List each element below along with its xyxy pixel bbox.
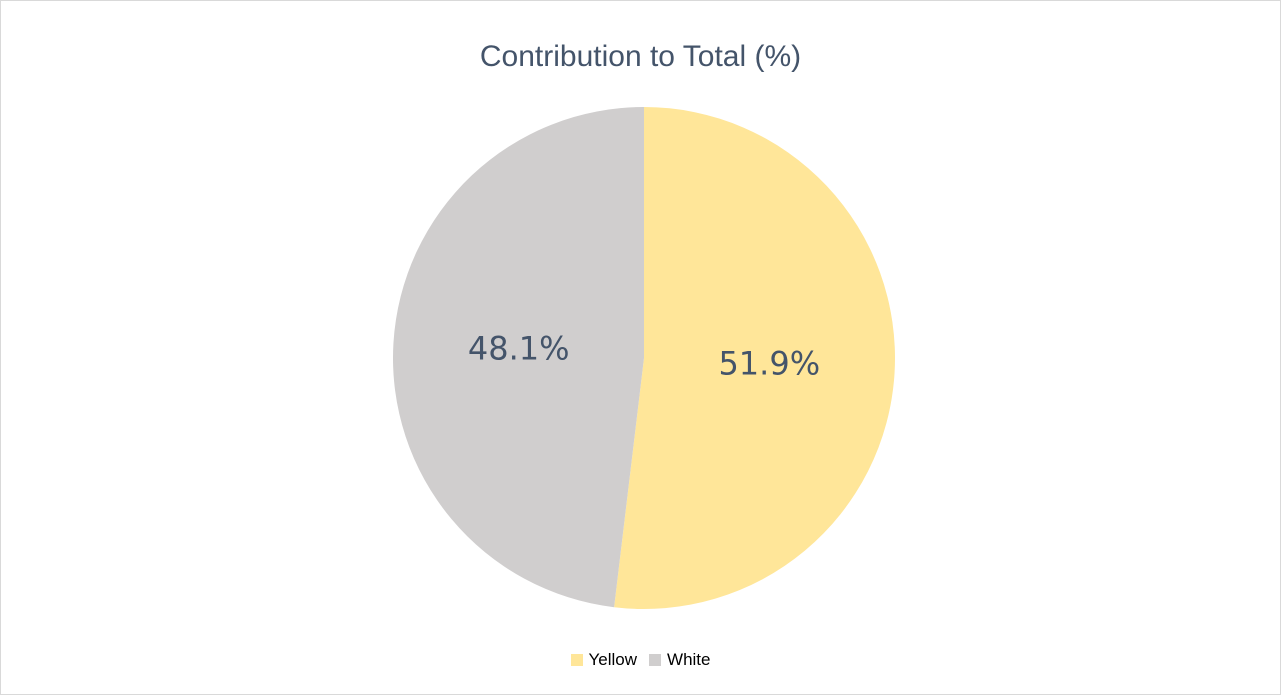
pie-slice-yellow (614, 107, 895, 609)
legend-label-yellow: Yellow (588, 650, 638, 669)
pie-slice-white (392, 107, 644, 608)
legend-swatch-white (649, 654, 662, 666)
legend-label-white: White (667, 650, 711, 669)
data-label-white: 48.1% (468, 330, 570, 368)
legend: Yellow White (1, 650, 1280, 670)
chart-title: Contribution to Total (%) (479, 40, 802, 73)
legend-item-yellow: Yellow (570, 650, 638, 670)
legend-swatch-yellow (570, 654, 583, 666)
data-label-yellow: 51.9% (718, 344, 820, 382)
legend-item-white: White (649, 650, 711, 670)
